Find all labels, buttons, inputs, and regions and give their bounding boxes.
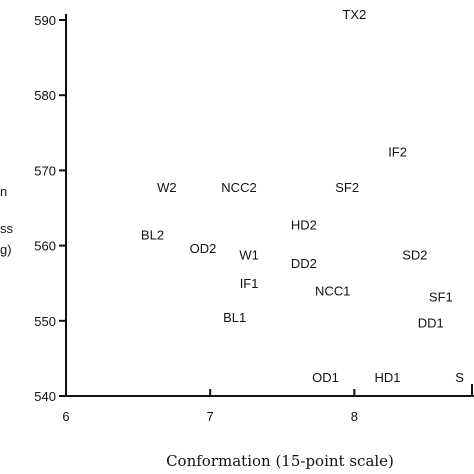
y-axis-label-fragment-3: g)	[0, 242, 12, 257]
point-label-ncc2: NCC2	[221, 180, 256, 195]
x-tick-label: 8	[351, 409, 358, 424]
point-label-if2: IF2	[388, 145, 407, 160]
y-axis-label-fragment-2: ss	[0, 221, 14, 236]
point-label-s: S	[455, 370, 464, 385]
point-label-dd1: DD1	[418, 315, 444, 330]
point-label-sf2: SF2	[335, 180, 359, 195]
point-label-od1: OD1	[312, 370, 339, 385]
point-label-sf1: SF1	[429, 290, 453, 305]
y-axis-label-fragments: n ss g)	[0, 184, 14, 257]
y-tick-label: 540	[34, 389, 56, 404]
y-ticks: 540 550 560 570 580 590	[34, 13, 66, 404]
y-tick-label: 580	[34, 88, 56, 103]
point-label-od2: OD2	[190, 241, 217, 256]
point-label-sd2: SD2	[402, 248, 427, 263]
point-labels: TX2 IF2 W2 NCC2 SF2 HD2 BL2 OD2 W1 DD2 SD2 IF1 NCC1 S…	[141, 7, 464, 385]
point-label-dd2: DD2	[291, 256, 317, 271]
y-axis-label-fragment-1: n	[0, 184, 7, 199]
point-label-bl1: BL1	[223, 310, 246, 325]
point-label-w2: W2	[157, 180, 177, 195]
point-label-hd2: HD2	[291, 218, 317, 233]
point-label-w1: W1	[239, 248, 259, 263]
point-label-if1: IF1	[240, 276, 259, 291]
axes	[65, 14, 474, 397]
point-label-bl2: BL2	[141, 227, 164, 242]
point-label-ncc1: NCC1	[315, 284, 350, 299]
point-label-tx2: TX2	[342, 7, 366, 22]
x-tick-label: 7	[207, 409, 214, 424]
x-tick-label: 6	[62, 409, 69, 424]
y-tick-label: 590	[34, 13, 56, 28]
y-tick-label: 560	[34, 239, 56, 254]
y-tick-label: 550	[34, 314, 56, 329]
y-tick-label: 570	[34, 163, 56, 178]
x-axis-title: Conformation (15-point scale)	[166, 452, 394, 470]
x-ticks: 6 7 8	[62, 389, 358, 424]
point-label-hd1: HD1	[374, 370, 400, 385]
